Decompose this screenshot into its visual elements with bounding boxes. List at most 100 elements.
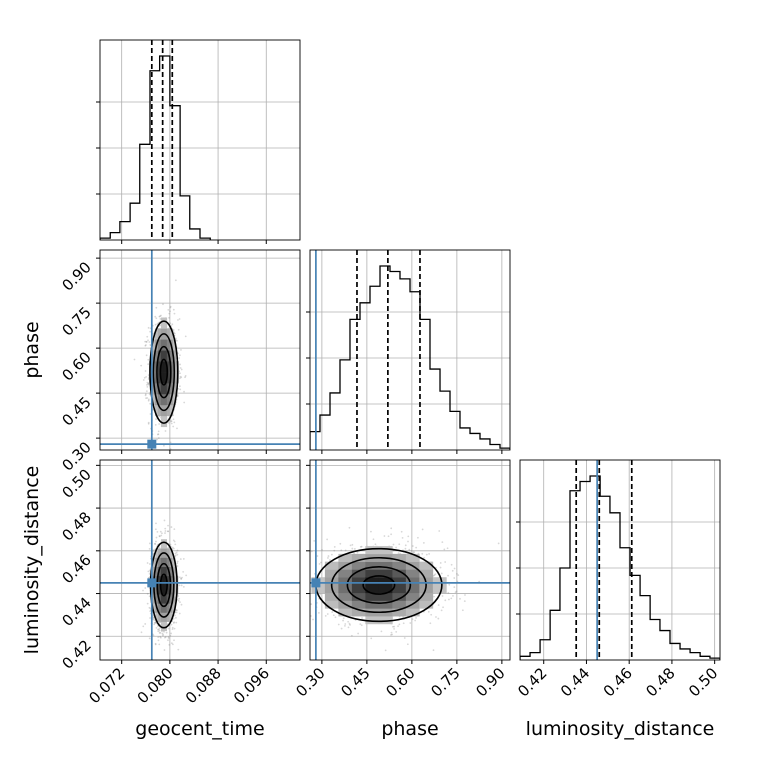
sample-point — [330, 553, 333, 556]
sample-point — [173, 621, 176, 624]
sample-point — [170, 526, 173, 528]
sample-point — [173, 452, 175, 454]
density-cell — [405, 553, 420, 562]
sample-point — [180, 368, 183, 371]
density-cell — [154, 404, 159, 417]
density-cell — [158, 575, 162, 586]
sample-point — [170, 623, 173, 626]
sample-point — [147, 398, 150, 401]
sample-point — [175, 616, 177, 619]
x-tick-label: 0.088 — [182, 664, 225, 707]
sample-point — [167, 309, 170, 311]
sample-point — [147, 383, 150, 386]
x-tick-label: 0.072 — [85, 664, 128, 707]
sample-point — [157, 625, 159, 628]
sample-point — [145, 340, 148, 343]
sample-point — [326, 538, 329, 541]
sample-point — [146, 592, 149, 595]
sample-point — [359, 623, 362, 625]
y-axis-label-phase: phase — [21, 321, 43, 378]
sample-point — [164, 532, 166, 534]
sample-point — [497, 542, 500, 545]
sample-point — [144, 394, 147, 397]
sample-point — [152, 634, 155, 637]
sample-point — [268, 602, 270, 604]
panel-plot-area — [268, 460, 510, 660]
sample-point — [178, 597, 181, 600]
density-cell — [172, 383, 177, 395]
sample-point — [145, 354, 148, 357]
sample-point — [447, 574, 449, 577]
density-cell — [163, 372, 168, 384]
sample-point — [380, 630, 383, 633]
panel-plot-area — [520, 460, 720, 660]
sample-point — [173, 540, 176, 543]
x-tick-label: 0.75 — [427, 664, 463, 700]
y-tick-label: 0.42 — [58, 636, 94, 672]
sample-point — [184, 374, 187, 377]
sample-point — [166, 623, 169, 626]
density-cell — [154, 350, 159, 362]
sample-point — [177, 648, 180, 651]
sample-point — [446, 547, 449, 550]
density-cell — [157, 339, 162, 351]
sample-point — [166, 530, 169, 533]
sample-point — [146, 386, 149, 388]
sample-point — [397, 552, 400, 554]
sample-point — [440, 609, 443, 612]
sample-point — [146, 381, 149, 384]
sample-point — [437, 604, 440, 606]
sample-point — [161, 632, 164, 635]
sample-point — [159, 475, 161, 477]
sample-point — [356, 551, 359, 554]
sample-point — [171, 643, 174, 646]
sample-point — [430, 613, 433, 616]
density-cell — [351, 553, 366, 562]
sample-point — [157, 639, 160, 642]
sample-point — [149, 402, 152, 405]
sample-point — [180, 577, 182, 580]
sample-point — [175, 551, 178, 554]
sample-point — [456, 580, 459, 583]
sample-point — [169, 441, 172, 444]
sample-point — [144, 344, 147, 347]
sample-point — [344, 624, 346, 627]
sample-point — [415, 617, 417, 619]
sample-point — [174, 337, 177, 340]
sample-point — [305, 597, 307, 599]
density-cell — [338, 608, 353, 617]
sample-point — [159, 315, 162, 318]
sample-point — [142, 625, 145, 628]
sample-point — [149, 413, 152, 415]
panel-frame — [99, 39, 301, 241]
sample-point — [287, 569, 289, 571]
sample-point — [329, 559, 331, 561]
sample-point — [407, 540, 409, 543]
sample-point — [421, 528, 424, 531]
x-tick-label: 0.080 — [134, 664, 177, 707]
sample-point — [457, 574, 460, 577]
sample-point — [154, 543, 157, 545]
sample-point — [179, 558, 182, 560]
density-cell — [160, 339, 165, 351]
density-cell — [166, 603, 170, 613]
sample-point — [441, 595, 444, 597]
sample-point — [435, 616, 437, 618]
sample-point — [153, 623, 156, 626]
sample-point — [180, 578, 183, 580]
sample-point — [456, 572, 458, 575]
panel-frame — [309, 249, 511, 451]
density-cell — [392, 553, 407, 562]
sample-point — [413, 551, 416, 554]
sample-point — [395, 546, 397, 549]
sample-point — [402, 616, 405, 618]
density-cell — [392, 592, 407, 601]
panel-frame — [519, 459, 721, 661]
sample-point — [180, 603, 183, 606]
density-cell — [338, 553, 353, 562]
sample-point — [148, 393, 151, 396]
sample-point — [409, 622, 412, 624]
sample-point — [155, 522, 157, 525]
sample-point — [147, 422, 150, 425]
